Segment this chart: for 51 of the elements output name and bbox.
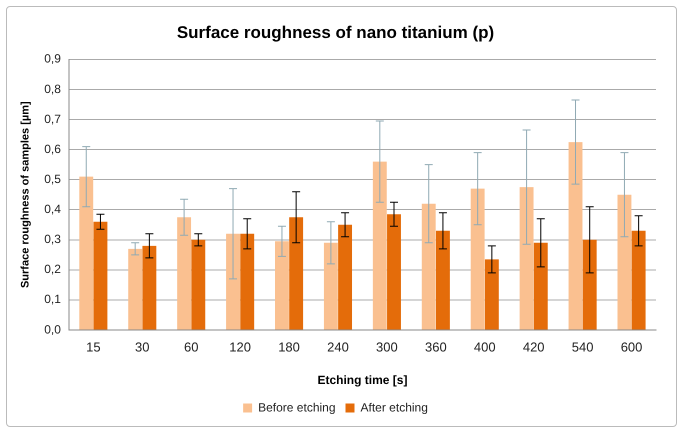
bar — [128, 248, 142, 330]
bar — [520, 187, 534, 330]
y-axis-title: Surface roughness of samples [µm] — [20, 101, 32, 288]
bar — [324, 242, 338, 330]
x-axis-title: Etching time [s] — [317, 373, 408, 388]
bar — [568, 142, 582, 330]
bar — [226, 234, 240, 330]
y-tick-label: 0,9 — [44, 52, 62, 66]
bar — [436, 230, 450, 330]
bar — [191, 240, 206, 330]
bar — [534, 242, 548, 330]
y-tick-label: 0,3 — [44, 232, 62, 246]
bar — [240, 234, 254, 330]
bar — [582, 240, 597, 330]
y-tick-label: 0,8 — [44, 82, 62, 96]
bar — [484, 259, 499, 330]
bar — [177, 217, 192, 330]
x-tick-label: 300 — [376, 339, 398, 354]
y-tick-label: 0,4 — [44, 202, 62, 216]
x-tick-label: 420 — [522, 339, 545, 354]
bar — [387, 214, 401, 330]
bar — [275, 241, 289, 330]
bar — [470, 188, 485, 330]
legend-label: Before etching — [258, 400, 336, 414]
chart-title: Surface roughness of nano titanium (p) — [176, 22, 494, 42]
y-tick-label: 0,1 — [44, 292, 62, 306]
x-tick-label: 540 — [572, 339, 594, 354]
bar — [142, 246, 156, 330]
bar — [617, 194, 632, 330]
x-tick-label: 180 — [278, 339, 300, 354]
x-tick-label: 600 — [620, 339, 642, 354]
x-tick-label: 15 — [86, 339, 101, 354]
bar — [93, 222, 108, 330]
bar — [422, 204, 436, 330]
y-tick-label: 0,6 — [44, 142, 62, 156]
x-tick-label: 60 — [184, 339, 198, 354]
bar — [338, 224, 352, 330]
y-tick-label: 0,0 — [44, 322, 62, 336]
y-tick-label: 0,5 — [44, 172, 62, 186]
y-tick-label: 0,2 — [44, 262, 62, 276]
bar — [79, 176, 94, 330]
y-tick-label: 0,7 — [44, 112, 62, 126]
x-tick-label: 30 — [135, 339, 150, 354]
bar — [289, 217, 304, 330]
x-tick-label: 240 — [327, 339, 349, 354]
x-tick-label: 360 — [424, 339, 447, 354]
x-tick-label: 120 — [229, 339, 251, 354]
x-tick-label: 400 — [474, 339, 496, 354]
legend-label: After etching — [360, 400, 428, 414]
bar — [372, 162, 387, 330]
bar — [632, 230, 646, 330]
